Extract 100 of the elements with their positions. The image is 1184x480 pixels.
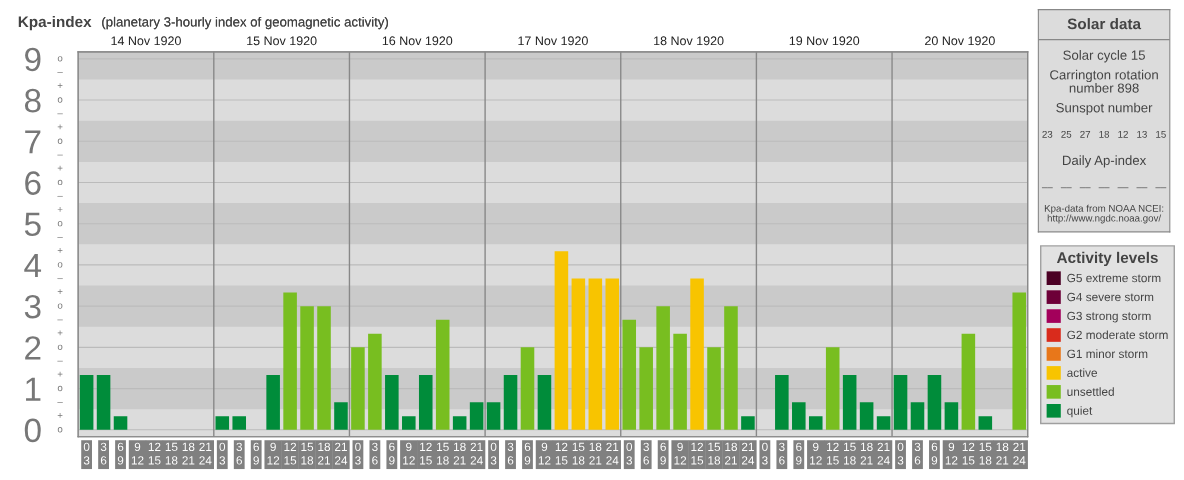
bar bbox=[605, 278, 620, 430]
bar bbox=[724, 306, 738, 430]
legend-label: G4 severe storm bbox=[1067, 292, 1154, 302]
bar bbox=[639, 347, 653, 430]
text: Sunspot number bbox=[1056, 102, 1153, 116]
text: + bbox=[57, 248, 63, 253]
x-tick-label: 15 18 bbox=[572, 442, 585, 465]
x-tick-label: 15 18 bbox=[301, 442, 314, 465]
bar bbox=[266, 374, 280, 430]
text: + bbox=[57, 371, 63, 377]
x-tick-label: 9 12 bbox=[267, 442, 280, 465]
x-tick-label: 21 24 bbox=[877, 442, 890, 465]
bar bbox=[775, 374, 789, 430]
text: o bbox=[57, 303, 63, 309]
x-tick-label: 9 12 bbox=[403, 442, 415, 465]
x-tick-label: 6 9 bbox=[117, 442, 124, 465]
x-tick-label: 18 21 bbox=[182, 442, 195, 465]
x-tick-label: 15 18 bbox=[165, 442, 178, 465]
legend-label: unsettled bbox=[1067, 387, 1114, 396]
bar bbox=[1012, 292, 1027, 430]
x-tick-label: 18 21 bbox=[589, 442, 602, 465]
text: + bbox=[57, 330, 63, 336]
x-tick-label: 18 21 bbox=[453, 442, 466, 465]
x-tick-label: 6 9 bbox=[253, 442, 259, 465]
x-tick-label: 12 15 bbox=[148, 442, 161, 465]
bar bbox=[707, 347, 721, 430]
text: – bbox=[57, 195, 63, 197]
text: + bbox=[57, 83, 63, 88]
text: – bbox=[57, 154, 63, 156]
x-tick-label: 21 24 bbox=[741, 442, 755, 465]
text: o bbox=[57, 179, 63, 186]
x-tick-label: 21 24 bbox=[1013, 442, 1026, 465]
bar bbox=[452, 416, 467, 430]
x-tick-label: 6 9 bbox=[796, 442, 802, 465]
x2-tick-label: 16 Nov 1920 bbox=[382, 36, 453, 46]
bar bbox=[368, 333, 382, 430]
text: – bbox=[57, 360, 63, 362]
text: Kpa-data from NOAA NCEI: http://www.ngdc.noaa.gov/ bbox=[1044, 204, 1164, 224]
bar bbox=[741, 416, 755, 430]
text: Solar cycle 15 bbox=[1063, 50, 1145, 63]
bar bbox=[656, 306, 670, 430]
bar bbox=[876, 416, 891, 430]
bar bbox=[825, 347, 840, 430]
y-tick-label: 6 bbox=[25, 171, 41, 195]
x-tick-label: 3 6 bbox=[507, 442, 514, 465]
y-tick-label: 1 bbox=[26, 377, 41, 401]
text: o bbox=[57, 262, 63, 268]
x-tick-label: 6 9 bbox=[931, 442, 938, 465]
x-tick-label: 21 24 bbox=[470, 442, 483, 465]
y-tick-label: 3 bbox=[24, 294, 41, 319]
x-tick-label: 15 18 bbox=[708, 442, 721, 465]
bar bbox=[910, 402, 925, 430]
chart-title: Kpa-index bbox=[18, 15, 92, 31]
x-tick-label: 18 21 bbox=[860, 442, 873, 465]
text: o bbox=[57, 138, 63, 144]
text: + bbox=[57, 165, 63, 171]
x2-tick-label: 15 Nov 1920 bbox=[247, 36, 317, 46]
bar bbox=[300, 306, 314, 430]
bar bbox=[554, 251, 569, 430]
text: 23 25 27 18 12 13 15 bbox=[1042, 130, 1166, 138]
x-tick-label: 18 21 bbox=[996, 442, 1009, 465]
y-tick-label: 4 bbox=[24, 254, 42, 278]
x-tick-label: 0 3 bbox=[83, 442, 90, 465]
x2-tick-label: 18 Nov 1920 bbox=[654, 36, 724, 46]
bar bbox=[317, 306, 331, 430]
text: + bbox=[57, 124, 63, 130]
x2-tick-label: 20 Nov 1920 bbox=[925, 36, 995, 46]
x-tick-label: 0 3 bbox=[490, 442, 497, 465]
x-tick-label: 3 6 bbox=[100, 442, 107, 465]
text: – bbox=[57, 113, 63, 115]
legend-title: Activity levels bbox=[1056, 251, 1158, 267]
bar bbox=[690, 278, 704, 430]
x-tick-label: 12 15 bbox=[962, 442, 975, 465]
bar bbox=[402, 416, 416, 430]
x-tick-label: 0 3 bbox=[897, 442, 904, 465]
x-tick-label: 3 6 bbox=[236, 442, 242, 465]
bar bbox=[520, 347, 535, 430]
x-tick-label: 9 12 bbox=[131, 442, 144, 465]
bar bbox=[978, 416, 993, 430]
x-tick-label: 15 18 bbox=[979, 442, 992, 465]
bar bbox=[435, 319, 450, 430]
text: o bbox=[57, 427, 63, 433]
x-tick-label: 6 9 bbox=[660, 442, 666, 465]
x-tick-label: 21 24 bbox=[199, 442, 212, 465]
bar bbox=[351, 347, 365, 430]
bar bbox=[469, 402, 484, 430]
text: Daily Ap-index bbox=[1062, 155, 1147, 168]
y-tick-label: 5 bbox=[24, 212, 41, 237]
x-tick-label: 3 6 bbox=[914, 442, 921, 465]
bar bbox=[673, 333, 687, 430]
text: – bbox=[57, 402, 63, 403]
x-tick-label: 15 18 bbox=[844, 442, 856, 465]
legend-label: G5 extreme storm bbox=[1067, 273, 1161, 283]
text: + bbox=[57, 206, 63, 212]
x-tick-label: 15 18 bbox=[437, 442, 449, 465]
text: o bbox=[57, 344, 63, 350]
x-tick-label: 0 3 bbox=[355, 442, 361, 465]
legend-label: G3 strong storm bbox=[1067, 311, 1151, 323]
legend-label: G1 minor storm bbox=[1067, 349, 1148, 359]
y-tick-label: 7 bbox=[25, 130, 41, 154]
